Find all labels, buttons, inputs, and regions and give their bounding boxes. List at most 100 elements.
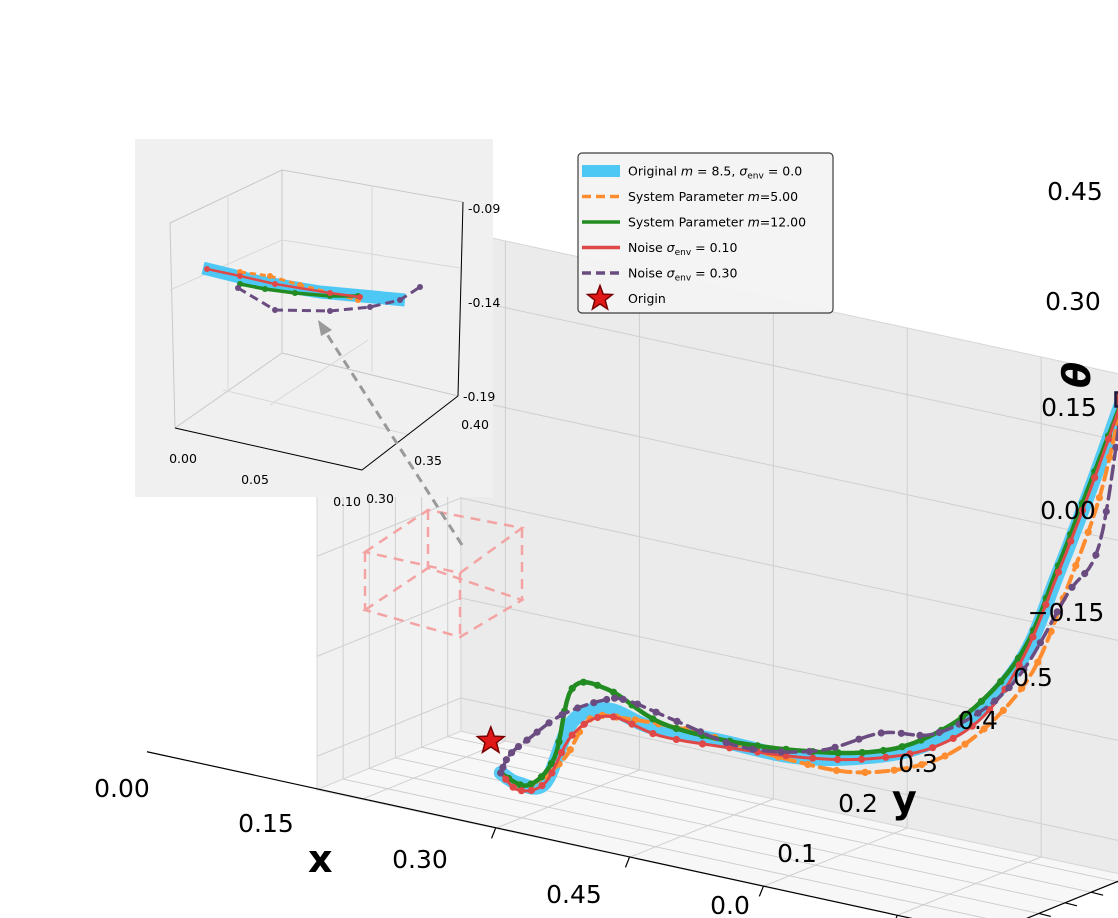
series-point — [1015, 661, 1023, 669]
inset-x-axis — [174, 427, 363, 471]
series-layer — [475, 391, 1118, 795]
inset-z-tick-label: -0.14 — [468, 295, 500, 310]
series-point — [890, 766, 898, 774]
y-tick-label: 0.2 — [838, 789, 878, 818]
series-point — [855, 735, 863, 743]
series-point — [603, 695, 611, 704]
inset-box-edge — [281, 352, 459, 397]
inset-z-tick-label: -0.09 — [468, 201, 500, 216]
series-point — [609, 688, 618, 696]
series-point — [579, 678, 588, 686]
inset-background — [135, 139, 493, 497]
y-tick-label: 0.3 — [898, 749, 938, 778]
inset-series-point — [235, 285, 241, 291]
series-point — [1072, 562, 1080, 570]
z-tick-label: 0.00 — [1040, 496, 1096, 525]
inset-series-point — [204, 266, 210, 272]
series-point — [568, 684, 576, 693]
series-point — [580, 720, 588, 728]
inset-box-edge — [169, 169, 283, 224]
series-point — [906, 750, 914, 758]
zoom-arrow-head — [318, 320, 332, 336]
series-point — [1042, 601, 1050, 609]
legend-label: Noise σenv = 0.10 — [628, 240, 737, 258]
series-point — [1068, 583, 1076, 591]
series-point — [1091, 474, 1099, 482]
series-point — [968, 722, 976, 730]
series-point — [882, 753, 890, 761]
series-point — [935, 728, 943, 737]
series-point — [941, 752, 949, 760]
series-point — [590, 699, 598, 707]
series-point — [858, 749, 866, 757]
inset-grid-line — [281, 239, 461, 269]
series-point — [1034, 658, 1042, 666]
series-line — [499, 407, 1118, 793]
inset-y-tick-label: 0.40 — [461, 417, 489, 432]
series-point — [649, 715, 657, 723]
y-tick-label: 0.5 — [1013, 663, 1053, 692]
grid-line-z — [316, 697, 1118, 841]
series-point — [611, 694, 619, 702]
series-point — [619, 695, 627, 704]
legend-entry: System Parameter m=12.00 — [582, 215, 806, 230]
series-line — [499, 419, 1118, 775]
inset-grid-line — [269, 339, 369, 406]
series-point — [1005, 684, 1013, 692]
series-point — [609, 713, 618, 721]
inset-series-point — [297, 282, 303, 288]
inset-series-4 — [235, 284, 423, 314]
series-point — [555, 738, 563, 746]
end-marker — [1114, 391, 1118, 408]
series-point — [834, 755, 842, 764]
series-point — [499, 763, 507, 772]
inset-series-3 — [204, 266, 363, 300]
z-tick-label: −0.15 — [1028, 598, 1105, 627]
inset-series-point — [262, 286, 268, 292]
series-point — [1020, 665, 1028, 674]
series-point — [1029, 633, 1037, 641]
series-point — [722, 739, 730, 747]
series-point — [497, 769, 505, 777]
inset-grid-line — [222, 389, 411, 436]
series-point — [861, 768, 869, 777]
series-point — [558, 711, 566, 719]
series-point — [502, 756, 510, 764]
series-point — [999, 706, 1007, 715]
x-tick-mark — [895, 915, 898, 918]
legend: Original m = 8.5, σenv = 0.0 System Param… — [577, 152, 834, 314]
series-point — [533, 728, 541, 736]
z-tick-label: 0.45 — [1047, 177, 1103, 206]
series-point — [593, 681, 602, 689]
y-tick-mark — [1064, 902, 1078, 907]
series-point — [1102, 507, 1110, 516]
series-point — [548, 769, 556, 777]
series-point — [538, 782, 546, 790]
series-point — [516, 781, 524, 789]
legend-frame — [577, 152, 834, 314]
series-point — [782, 752, 790, 760]
inset-grid-line — [169, 239, 283, 291]
series-point — [509, 783, 517, 791]
series-point — [594, 713, 602, 722]
series-point — [502, 775, 510, 783]
x-axis-label: x — [308, 837, 333, 881]
legend-label: System Parameter m=12.00 — [628, 215, 806, 230]
series-point — [672, 735, 681, 744]
legend-label: System Parameter m=5.00 — [628, 189, 798, 204]
series-point — [673, 717, 681, 726]
y-axis-line — [1026, 880, 1118, 918]
series-point — [574, 704, 582, 712]
inset-x-tick-label: 0.00 — [169, 451, 197, 466]
inset-y-tick-label: 0.30 — [366, 491, 394, 506]
series-point — [628, 720, 636, 728]
series-point — [949, 734, 957, 743]
series-point — [545, 719, 553, 727]
z-axis-label: θ — [1055, 362, 1099, 388]
x-tick-label: 0.15 — [238, 809, 294, 838]
x-axis-line — [146, 751, 913, 918]
series-point — [1092, 551, 1100, 559]
series-point — [918, 761, 926, 769]
z-tick-label: 0.30 — [1045, 287, 1101, 316]
